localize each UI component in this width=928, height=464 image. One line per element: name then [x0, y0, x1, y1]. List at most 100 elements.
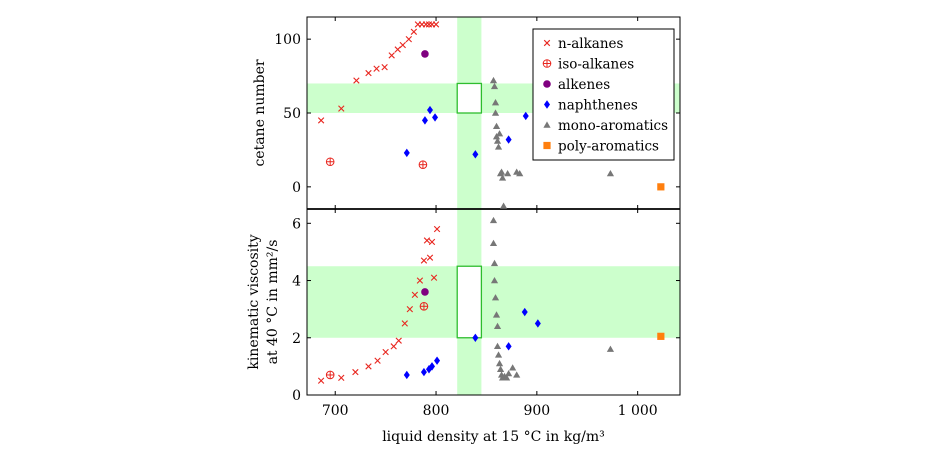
x-tick-label: 900: [523, 403, 550, 419]
target-boxes: [456, 82, 483, 339]
legend-label: iso-alkanes: [558, 57, 634, 73]
point-mono-aromatics: [606, 169, 615, 177]
point-naphthenes: [472, 150, 479, 159]
y-tick-label: 2: [292, 331, 301, 347]
point-naphthenes: [534, 319, 541, 328]
legend-box: [532, 28, 675, 161]
point-naphthenes: [505, 135, 512, 144]
point-n-alkanes: [432, 21, 440, 28]
point-mono-aromatics: [498, 174, 507, 181]
point-n-alkanes: [411, 291, 419, 299]
point-mono-aromatics: [504, 169, 512, 177]
point-naphthenes: [403, 148, 410, 158]
point-iso-alkanes: [325, 157, 335, 167]
point-naphthenes: [505, 342, 512, 351]
point-mono-aromatics: [496, 365, 505, 372]
point-mono-aromatics: [497, 168, 506, 175]
y-tick-label: 100: [274, 32, 301, 48]
point-mono-aromatics: [509, 364, 517, 371]
point-n-alkanes: [406, 305, 414, 313]
legend-label: mono-aromatics: [558, 118, 668, 134]
point-n-alkanes: [416, 277, 424, 284]
point-mono-aromatics: [503, 374, 511, 381]
point-n-alkanes: [395, 337, 402, 344]
point-n-alkanes: [426, 254, 434, 261]
point-alkenes: [421, 288, 429, 296]
point-n-alkanes: [374, 357, 381, 364]
legend-marker-n-alkanes: [543, 39, 551, 47]
point-n-alkanes: [365, 363, 372, 370]
point-mono-aromatics: [495, 130, 504, 137]
point-iso-alkanes: [418, 160, 428, 169]
point-n-alkanes: [365, 69, 372, 77]
point-mono-aromatics: [493, 137, 502, 144]
point-n-alkanes: [338, 105, 345, 112]
point-naphthenes: [420, 367, 427, 377]
axis-labels: cetane number kinematic viscosity at 40 °C…: [246, 59, 605, 445]
legend-marker-iso-alkanes: [542, 59, 552, 68]
point-mono-aromatics: [516, 169, 524, 177]
point-n-alkanes: [352, 368, 359, 376]
point-naphthenes: [521, 307, 528, 317]
point-n-alkanes: [433, 225, 441, 233]
point-mono-aromatics: [492, 311, 501, 318]
x-axis-label: liquid density at 15 °C in kg/m³: [382, 429, 605, 445]
point-naphthenes: [403, 370, 410, 380]
point-naphthenes: [426, 105, 433, 115]
legend-label: poly-aromatics: [558, 139, 659, 155]
y-tick-label: 0: [292, 388, 301, 404]
point-mono-aromatics: [491, 109, 500, 116]
x-tick-label: 1 000: [618, 403, 658, 419]
legend-label: naphthenes: [558, 98, 638, 114]
point-mono-aromatics: [493, 342, 502, 350]
legend-marker-mono-aromatics: [543, 121, 551, 128]
point-n-alkanes: [401, 320, 408, 327]
point-mono-aromatics: [489, 239, 498, 247]
point-n-alkanes: [390, 343, 397, 350]
point-mono-aromatics: [489, 76, 498, 84]
legend-label: n-alkanes: [558, 36, 624, 52]
point-iso-alkanes: [419, 301, 429, 311]
target-window-top: [456, 82, 483, 114]
point-n-alkanes: [405, 35, 413, 43]
point-mono-aromatics: [491, 294, 500, 301]
legend-marker-poly-aromatics: [543, 141, 551, 150]
point-n-alkanes: [338, 374, 345, 382]
point-mono-aromatics: [493, 322, 502, 330]
legend-marker-alkenes: [543, 80, 551, 88]
y-axis-label-bottom: kinematic viscosity at 40 °C in mm²/s: [246, 234, 281, 369]
point-n-alkanes: [373, 65, 380, 72]
y-tick-label: 4: [292, 274, 301, 290]
point-n-alkanes: [399, 41, 406, 49]
point-n-alkanes: [425, 21, 433, 28]
point-n-alkanes: [394, 46, 401, 53]
point-n-alkanes: [423, 237, 431, 244]
point-mono-aromatics: [490, 259, 499, 267]
target-window-bottom: [456, 265, 483, 339]
point-mono-aromatics: [489, 216, 498, 224]
y-tick-label: 50: [283, 106, 301, 122]
x-tick-label: 700: [322, 403, 349, 419]
point-mono-aromatics: [491, 99, 500, 106]
point-mono-aromatics: [490, 82, 499, 90]
point-naphthenes: [429, 362, 436, 371]
point-n-alkanes: [382, 348, 389, 356]
legend: n-alkanes iso-alkanes alkenes naphthenes mon…: [532, 28, 675, 161]
point-n-alkanes: [317, 117, 325, 124]
point-n-alkanes: [317, 377, 325, 384]
point-poly-aromatics: [657, 183, 665, 191]
point-mono-aromatics: [490, 276, 499, 284]
x-tick-label: 800: [423, 403, 450, 419]
legend-marker-naphthenes: [544, 100, 550, 109]
point-naphthenes: [472, 333, 479, 342]
point-n-alkanes: [381, 64, 388, 71]
point-n-alkanes: [422, 21, 430, 28]
data-points: [317, 21, 665, 384]
point-iso-alkanes: [325, 370, 335, 380]
y-tick-label: 0: [292, 180, 301, 196]
point-mono-aromatics: [513, 371, 521, 378]
point-mono-aromatics: [492, 122, 501, 129]
point-mono-aromatics: [494, 143, 503, 150]
